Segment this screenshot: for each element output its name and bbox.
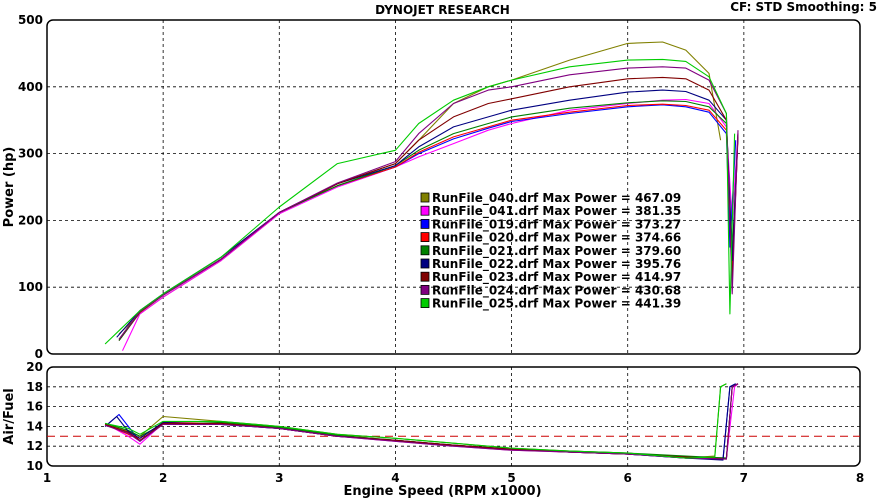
- af-series-line-9: [104, 383, 727, 459]
- power-y-axis-label: Power (hp): [2, 147, 17, 228]
- x-tick-label: 5: [507, 471, 515, 485]
- air-fuel-plot-panel: 10 12 14 16 18 20 Air/Fuel: [2, 360, 861, 473]
- power-y-tick-label: 100: [18, 280, 43, 294]
- legend-swatch-6: [420, 258, 430, 269]
- af-frame: [46, 366, 861, 467]
- x-tick-label: 7: [740, 471, 748, 485]
- legend-entry-5: RunFile_021.drf Max Power = 379.60: [432, 244, 681, 259]
- legend-entry-8: RunFile_024.drf Max Power = 430.68: [432, 283, 681, 298]
- x-tick-label: 2: [159, 471, 167, 485]
- legend-entry-9: RunFile_025.drf Max Power = 441.39: [432, 297, 681, 312]
- legend-entry-4: RunFile_020.drf Max Power = 374.66: [432, 231, 681, 246]
- power-series-line-9: [104, 58, 736, 345]
- legend-swatch-8: [420, 284, 430, 295]
- x-tick-label: 4: [391, 471, 399, 485]
- legend-swatch-9: [420, 298, 430, 309]
- chart-title: DYNOJET RESEARCH: [375, 3, 510, 17]
- x-tick-label: 6: [624, 471, 632, 485]
- af-y-tick-label: 12: [26, 439, 43, 453]
- af-y-tick-label: 10: [26, 459, 43, 473]
- legend-swatch-7: [420, 271, 430, 282]
- cf-smoothing-info: CF: STD Smoothing: 5: [730, 0, 877, 14]
- power-y-tick-label: 0: [35, 347, 43, 361]
- af-y-axis-label: Air/Fuel: [2, 388, 17, 444]
- af-y-tick-label: 14: [26, 419, 43, 433]
- x-axis-label: Engine Speed (RPM x1000): [343, 484, 542, 499]
- power-y-tick-label: 400: [18, 80, 43, 94]
- legend-swatch-5: [420, 245, 430, 256]
- power-plot-panel: 0 100 200 300 400 500 Power (hp) RunFile_040.dr…: [2, 13, 861, 361]
- legend-entry-3: RunFile_019.drf Max Power = 373.27: [432, 217, 681, 232]
- legend-entry-1: RunFile_040.drf Max Power = 467.09: [432, 191, 681, 206]
- power-frame: [46, 19, 861, 355]
- power-series-line-2: [122, 98, 739, 351]
- legend-entry-7: RunFile_023.drf Max Power = 414.97: [432, 270, 681, 285]
- legend-swatch-1: [420, 192, 430, 203]
- af-y-tick-label: 16: [26, 400, 43, 414]
- legend-entry-2: RunFile_041.drf Max Power = 381.35: [432, 204, 681, 219]
- power-y-tick-label: 500: [18, 13, 43, 27]
- power-series-line-8: [118, 66, 739, 340]
- x-tick-label: 3: [275, 471, 283, 485]
- legend-entry-6: RunFile_022.drf Max Power = 395.76: [432, 257, 681, 272]
- legend-swatch-4: [420, 232, 430, 243]
- power-y-tick-label: 300: [18, 147, 43, 161]
- af-y-tick-label: 20: [26, 360, 43, 374]
- legend-swatch-2: [420, 205, 430, 216]
- af-series-line-8: [104, 383, 739, 460]
- legend-swatch-3: [420, 218, 430, 229]
- x-tick-label: 1: [43, 471, 51, 485]
- x-tick-label: 8: [856, 471, 864, 485]
- af-y-tick-label: 18: [26, 380, 43, 394]
- x-axis-tick-labels: 1 2 3 4 5 6 7 8: [43, 471, 864, 485]
- power-y-tick-label: 200: [18, 213, 43, 227]
